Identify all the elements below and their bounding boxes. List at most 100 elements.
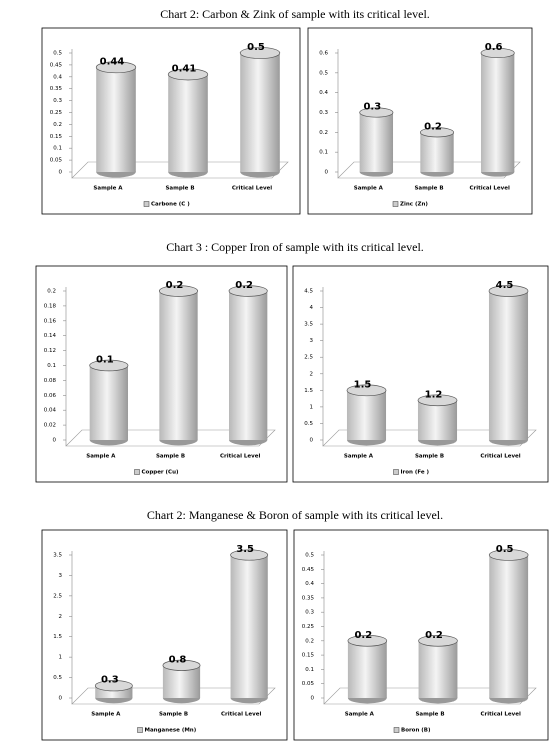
bar-top (95, 61, 137, 74)
chart-frame (41, 27, 301, 215)
bar-top (418, 635, 458, 647)
bar-top (347, 635, 388, 647)
bar-top (239, 47, 281, 59)
value-label: 0.2 (354, 630, 372, 641)
bar (480, 53, 515, 172)
y-tick-label: 0.1 (305, 667, 314, 673)
y-tick-label: 2 (310, 371, 314, 377)
y-tick-label: 0.06 (44, 393, 57, 399)
value-label: 0.2 (424, 121, 442, 132)
bar (96, 67, 136, 172)
y-tick-label: 0 (325, 170, 329, 176)
bar (347, 640, 387, 698)
value-label: 0.2 (235, 280, 253, 291)
legend-swatch (392, 201, 399, 207)
chart-frame (307, 27, 533, 215)
floor (71, 161, 289, 179)
value-label: 0.6 (485, 42, 503, 53)
y-tick-label: 1 (310, 404, 314, 410)
y-tick-label: 0.25 (302, 624, 315, 630)
y-tick-label: 0.3 (319, 110, 328, 116)
value-label: 0.41 (172, 63, 197, 74)
x-tick-label: Critical Level (232, 186, 272, 192)
y-tick-label: 0.05 (302, 681, 315, 687)
y-tick-label: 0.14 (44, 333, 57, 339)
x-tick-label: Sample A (91, 712, 121, 718)
y-tick-label: 3 (59, 573, 63, 579)
legend-swatch (137, 727, 143, 733)
bar-top (94, 680, 133, 692)
bar-top (480, 47, 515, 59)
x-tick-label: Sample B (414, 186, 443, 192)
caption: Chart 2: Manganese & Boron of sample wit… (147, 508, 443, 522)
value-label: 0.5 (496, 544, 514, 555)
value-label: 1.2 (425, 389, 443, 400)
bar-top (359, 107, 394, 118)
y-tick-label: 0 (59, 170, 63, 176)
bar (229, 291, 268, 440)
x-tick-label: Sample B (156, 454, 185, 460)
y-tick-label: 0 (310, 438, 314, 444)
value-label: 4.5 (496, 280, 514, 291)
legend-swatch (393, 469, 399, 475)
x-tick-label: Sample A (354, 186, 384, 192)
y-tick-label: 0.5 (319, 70, 328, 76)
y-tick-label: 0.02 (44, 423, 56, 429)
value-label: 0.2 (425, 630, 443, 641)
y-tick-label: 0.4 (305, 581, 314, 587)
bar-top (346, 384, 387, 397)
bar (420, 132, 454, 172)
x-tick-label: Critical Level (220, 454, 260, 460)
y-tick-label: 0.35 (50, 86, 63, 92)
y-tick-label: 0.3 (53, 98, 62, 104)
x-tick-label: Sample A (344, 454, 374, 460)
legend-label: Iron (Fe ) (401, 470, 430, 476)
caption: Chart 3 : Copper Iron of sample with its… (166, 240, 424, 254)
y-tick-label: 0.1 (47, 363, 56, 369)
y-tick-label: 0.4 (53, 74, 62, 80)
chart-frame (292, 265, 549, 483)
x-tick-label: Critical Level (221, 712, 261, 718)
legend-label: Boron (B) (401, 728, 431, 734)
bar-top (488, 285, 529, 297)
y-tick-label: 0.1 (319, 150, 328, 156)
legend-swatch (393, 727, 400, 733)
y-tick-label: 0.45 (50, 62, 63, 68)
value-label: 0.3 (363, 102, 381, 113)
value-label: 0.44 (100, 56, 125, 67)
bar-top (167, 68, 209, 81)
bar-top (162, 659, 201, 671)
y-tick-label: 0 (59, 696, 63, 702)
y-tick-label: 1.5 (304, 388, 313, 394)
x-tick-label: Critical Level (469, 186, 509, 192)
bar (418, 640, 458, 698)
chart-frame (293, 529, 549, 741)
caption: Chart 2: Carbon & Zink of sample with it… (160, 7, 430, 21)
x-tick-label: Critical Level (480, 712, 520, 718)
bar (489, 555, 529, 698)
x-tick-label: Sample A (86, 454, 116, 460)
y-tick-label: 2.5 (304, 355, 313, 361)
x-tick-label: Critical Level (480, 454, 520, 460)
y-tick-label: 0.08 (44, 378, 57, 384)
y-tick-label: 0.5 (53, 51, 62, 57)
x-tick-label: Sample B (415, 712, 444, 718)
y-tick-label: 0.5 (304, 421, 313, 427)
x-tick-label: Sample B (165, 186, 194, 192)
y-tick-label: 0.16 (44, 318, 57, 324)
y-tick-label: 0.18 (44, 303, 57, 309)
y-tick-label: 4.5 (304, 289, 313, 295)
value-label: 0.1 (96, 355, 114, 366)
bar-top (158, 285, 199, 297)
bar-top (228, 285, 268, 297)
y-tick-label: 1 (59, 655, 63, 661)
legend-swatch (143, 201, 150, 207)
y-tick-label: 0 (311, 696, 315, 702)
y-tick-label: 4 (310, 305, 314, 311)
legend-label: Copper (Cu) (142, 470, 180, 476)
legend-label: Manganese (Mn) (145, 728, 197, 734)
y-tick-label: 1.5 (53, 634, 62, 640)
y-tick-label: 0.2 (305, 638, 314, 644)
x-tick-label: Sample A (345, 712, 375, 718)
